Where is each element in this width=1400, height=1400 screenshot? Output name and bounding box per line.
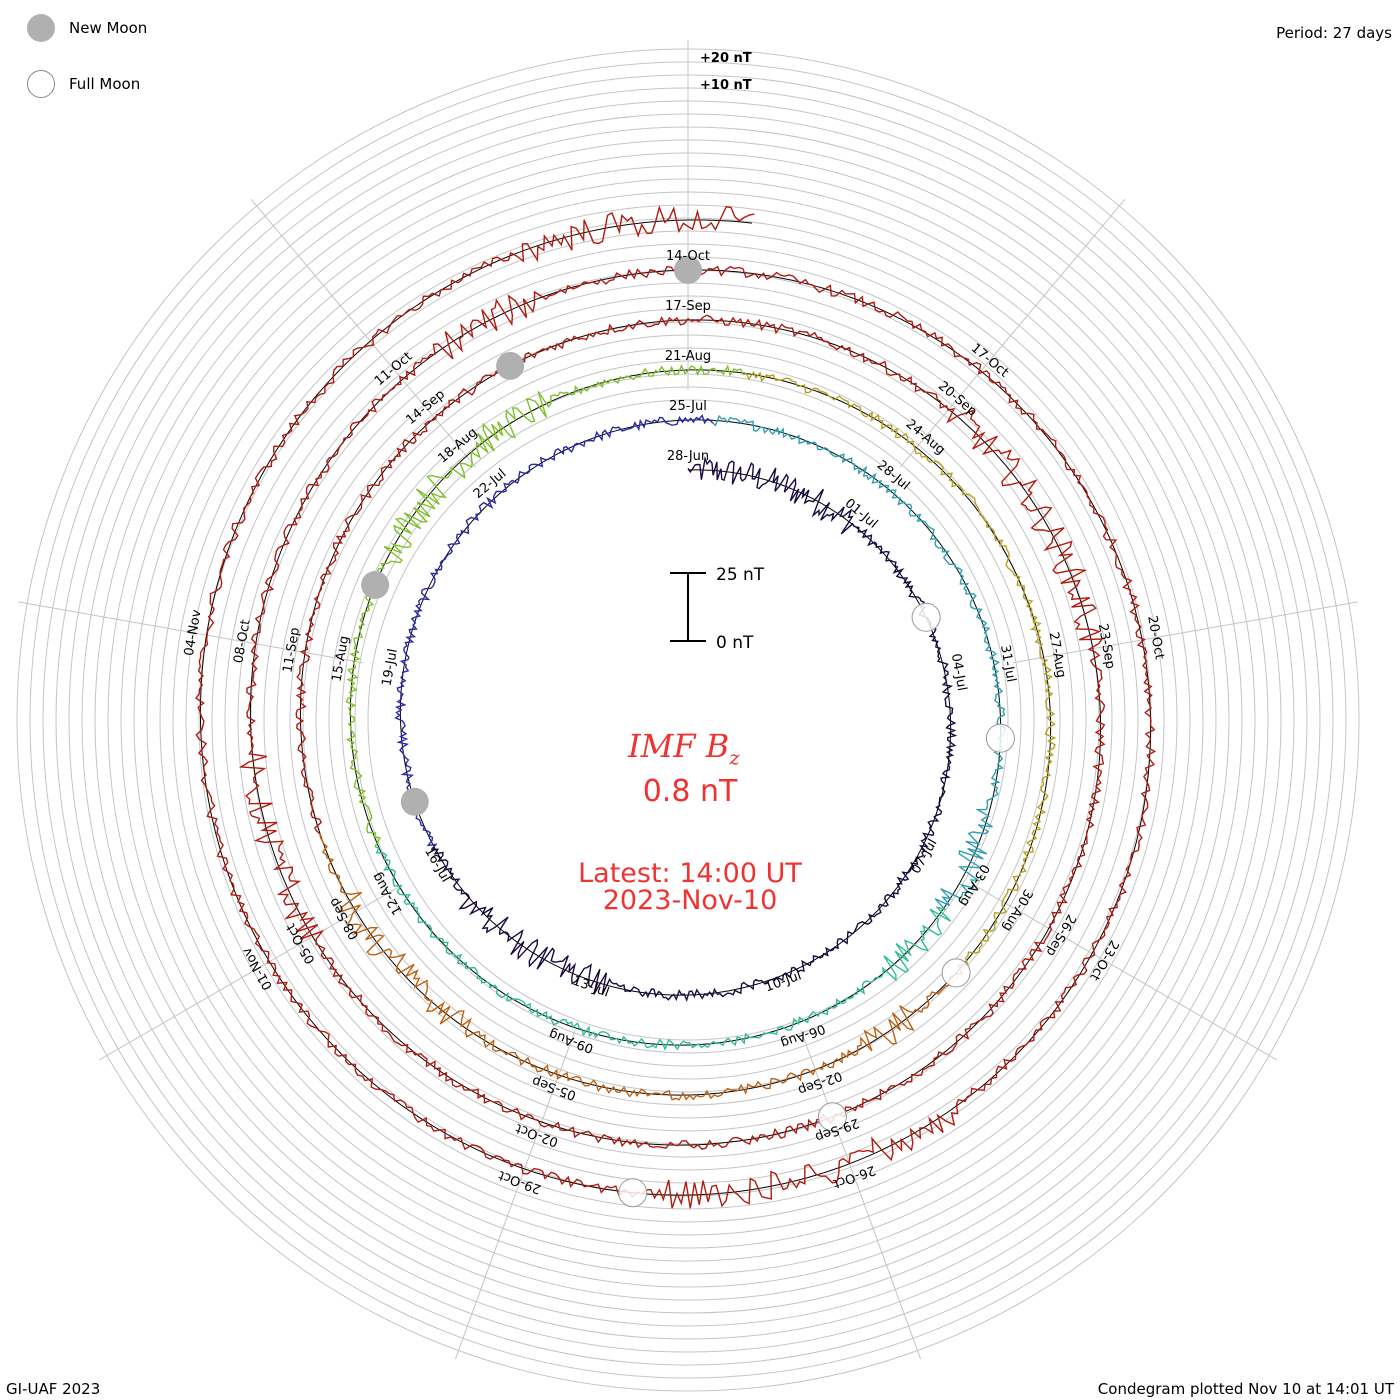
bz-trace-segment <box>251 815 980 1150</box>
date-label: 15-Aug <box>330 635 353 683</box>
chart-title-main: IMF B <box>628 727 730 765</box>
grid-ring <box>354 386 1022 1054</box>
bz-trace-segment <box>712 414 1006 911</box>
grid-spoke <box>18 601 364 664</box>
full-moon-icon <box>27 70 55 98</box>
full-moon-marker <box>985 723 1015 753</box>
date-label: 21-Aug <box>665 349 711 364</box>
bz-trace-segment <box>319 833 968 1101</box>
grid-spoke <box>1012 601 1358 664</box>
latest-time: Latest: 14:00 UT <box>578 858 802 889</box>
date-label: 07-Jul <box>909 836 941 876</box>
date-label: 19-Jul <box>380 648 401 688</box>
date-label: 04-Jul <box>948 652 969 692</box>
full-moon-marker <box>911 602 941 632</box>
current-value: 0.8 nT <box>642 774 738 809</box>
chart-title-subscript: z <box>729 745 740 770</box>
legend-new-moon: New Moon <box>27 14 147 42</box>
new-moon-marker <box>361 571 390 599</box>
legend-full-moon: Full Moon <box>27 70 140 98</box>
date-label: 18-Aug <box>435 425 480 466</box>
grid-spoke <box>973 884 1278 1061</box>
bz-trace-segment <box>745 370 1057 966</box>
date-label: 04-Nov <box>182 608 205 657</box>
bz-trace-segment <box>687 455 958 861</box>
date-label: 08-Sep <box>326 895 362 942</box>
date-label: 02-Sep <box>796 1068 844 1098</box>
new-moon-marker <box>496 351 525 380</box>
bz-trace-segment <box>394 414 714 851</box>
footer-credit: GI-UAF 2023 <box>6 1380 101 1398</box>
grid-ring <box>263 295 1113 1145</box>
grid-spoke <box>454 1029 576 1360</box>
grid-spoke <box>800 1029 922 1360</box>
date-label: 28-Jun <box>667 449 709 464</box>
date-label: 16-Jul <box>421 845 453 885</box>
full-moon-marker <box>618 1178 648 1208</box>
date-label: 12-Aug <box>370 870 406 918</box>
date-label: 09-Aug <box>547 1026 596 1056</box>
bz-trace-segment <box>238 264 836 817</box>
full-moon-marker <box>817 1102 847 1132</box>
ring-offset-label-20: +20 nT <box>700 51 752 66</box>
bz-trace-segment <box>345 364 747 847</box>
date-label: 14-Oct <box>666 249 710 264</box>
legend-new-moon-label: New Moon <box>69 19 148 37</box>
zero-reference-spiral <box>199 219 1152 1196</box>
chart-title: IMF Bz <box>628 727 740 769</box>
grid-spoke <box>899 198 1126 468</box>
scale-bar: 25 nT 0 nT <box>670 565 765 653</box>
bz-trace-segment <box>295 314 789 835</box>
reference-spiral <box>199 219 1152 1196</box>
date-label: 31-Jul <box>997 644 1018 684</box>
bz-trace-segment <box>788 327 1106 1022</box>
bz-trace-segment <box>835 289 1157 1085</box>
date-label: 20-Oct <box>1144 615 1166 661</box>
ring-offset-label-10: +10 nT <box>700 78 752 93</box>
data-trace <box>194 205 1157 1209</box>
legend-full-moon-label: Full Moon <box>69 75 141 93</box>
new-moon-icon <box>27 14 55 42</box>
ring-offset-labels: +20 nT +10 nT <box>700 51 752 93</box>
bz-trace-segment <box>374 845 952 1051</box>
full-moon-marker <box>941 958 971 988</box>
date-labels: 28-Jun01-Jul04-Jul07-Jul10-Jul13-Jul16-J… <box>182 249 1167 1196</box>
date-label: 05-Sep <box>530 1073 578 1103</box>
grid-spokes <box>18 40 1358 1360</box>
bz-trace-segment <box>204 784 986 1209</box>
new-moon-marker <box>674 256 702 284</box>
date-label: 02-Oct <box>514 1120 561 1149</box>
period-label: Period: 27 days <box>1276 24 1392 42</box>
new-moon-marker <box>400 787 429 816</box>
latest-date: 2023-Nov-10 <box>602 885 778 916</box>
grid-ring <box>224 256 1152 1184</box>
date-label: 22-Jul <box>471 466 509 502</box>
scale-bar-bottom-label: 0 nT <box>716 633 754 653</box>
date-label: 23-Oct <box>1086 937 1121 983</box>
date-label: 10-Jul <box>763 968 804 995</box>
bz-trace-segment <box>194 205 755 785</box>
grid-spoke <box>250 198 477 468</box>
moon-markers <box>361 256 1015 1208</box>
footer-plotted: Condegram plotted Nov 10 at 14:01 UT <box>1097 1380 1394 1398</box>
date-label: 17-Sep <box>665 299 711 314</box>
scale-bar-top-label: 25 nT <box>716 565 765 585</box>
date-label: 25-Jul <box>669 399 707 414</box>
bz-trace-segment <box>431 848 919 1003</box>
date-label: 23-Sep <box>1095 622 1118 670</box>
grid-ring <box>367 399 1009 1041</box>
